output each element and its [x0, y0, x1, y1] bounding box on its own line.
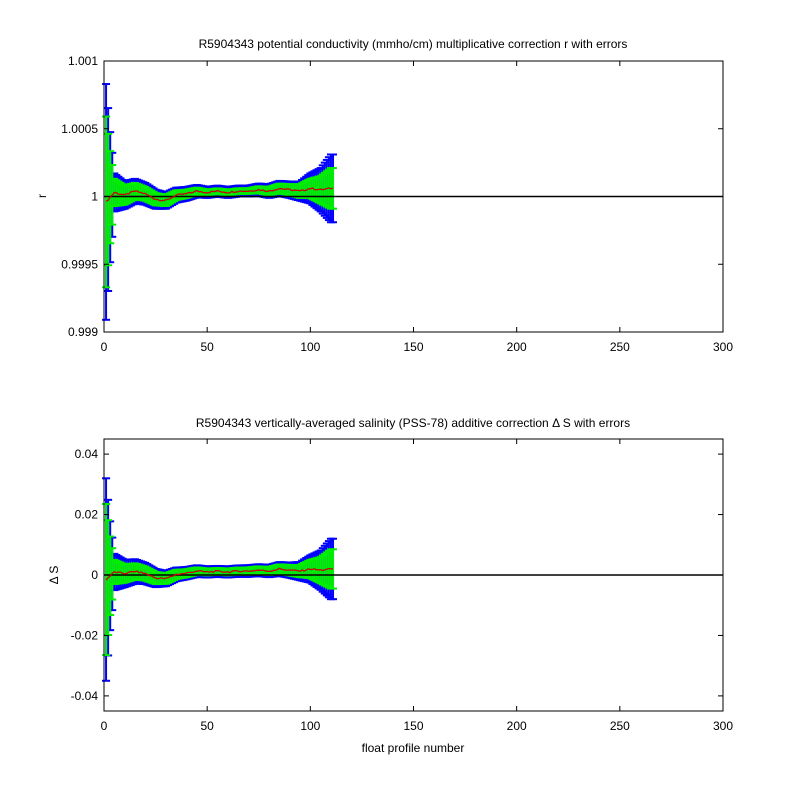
x-tick-label: 250 — [610, 340, 630, 354]
y-tick-label: 1.0005 — [61, 122, 98, 136]
y-tick-label: -0.02 — [71, 628, 99, 642]
y-tick-label: 1 — [91, 190, 98, 204]
panel-title: R5904343 vertically-averaged salinity (P… — [196, 416, 630, 430]
error-inner-bars — [102, 115, 338, 289]
x-tick-label: 200 — [507, 340, 527, 354]
panel-salinity-correction: R5904343 vertically-averaged salinity (P… — [47, 416, 733, 755]
x-tick-label: 0 — [101, 340, 108, 354]
plot-area — [102, 83, 723, 321]
x-tick-label: 150 — [403, 719, 423, 733]
y-tick-label: 0 — [91, 568, 98, 582]
y-tick-label: 0.999 — [68, 325, 98, 339]
y-tick-label: 0.02 — [75, 508, 99, 522]
x-tick-label: 50 — [200, 719, 214, 733]
x-tick-label: 300 — [713, 340, 733, 354]
x-tick-label: 150 — [403, 340, 423, 354]
x-tick-label: 250 — [610, 719, 630, 733]
correction-line — [105, 187, 334, 202]
panel-r-correction: R5904343 potential conductivity (mmho/cm… — [35, 37, 733, 354]
x-tick-label: 50 — [200, 340, 214, 354]
panel-title: R5904343 potential conductivity (mmho/cm… — [199, 37, 628, 51]
x-tick-label: 300 — [713, 719, 733, 733]
correction-line — [105, 567, 334, 581]
x-axis-label: float profile number — [362, 741, 465, 755]
y-tick-label: 0.9995 — [61, 257, 98, 271]
y-tick-label: -0.04 — [71, 689, 99, 703]
y-tick-label: 1.001 — [68, 54, 98, 68]
axis-ticks: 0 50 100 150 200 250 300 -0.04 -0.02 0 0.02 0.04 — [71, 439, 733, 733]
x-tick-label: 100 — [300, 340, 320, 354]
x-tick-label: 0 — [101, 719, 108, 733]
y-axis-label: r — [35, 194, 49, 198]
axis-ticks: 0 50 100 150 200 250 300 0.999 0.9995 1 1.0005 1.00… — [61, 54, 733, 354]
plot-area — [102, 477, 723, 682]
x-tick-label: 200 — [507, 719, 527, 733]
y-axis-label: Δ S — [47, 566, 61, 585]
y-tick-label: 0.04 — [75, 447, 99, 461]
x-tick-label: 100 — [300, 719, 320, 733]
